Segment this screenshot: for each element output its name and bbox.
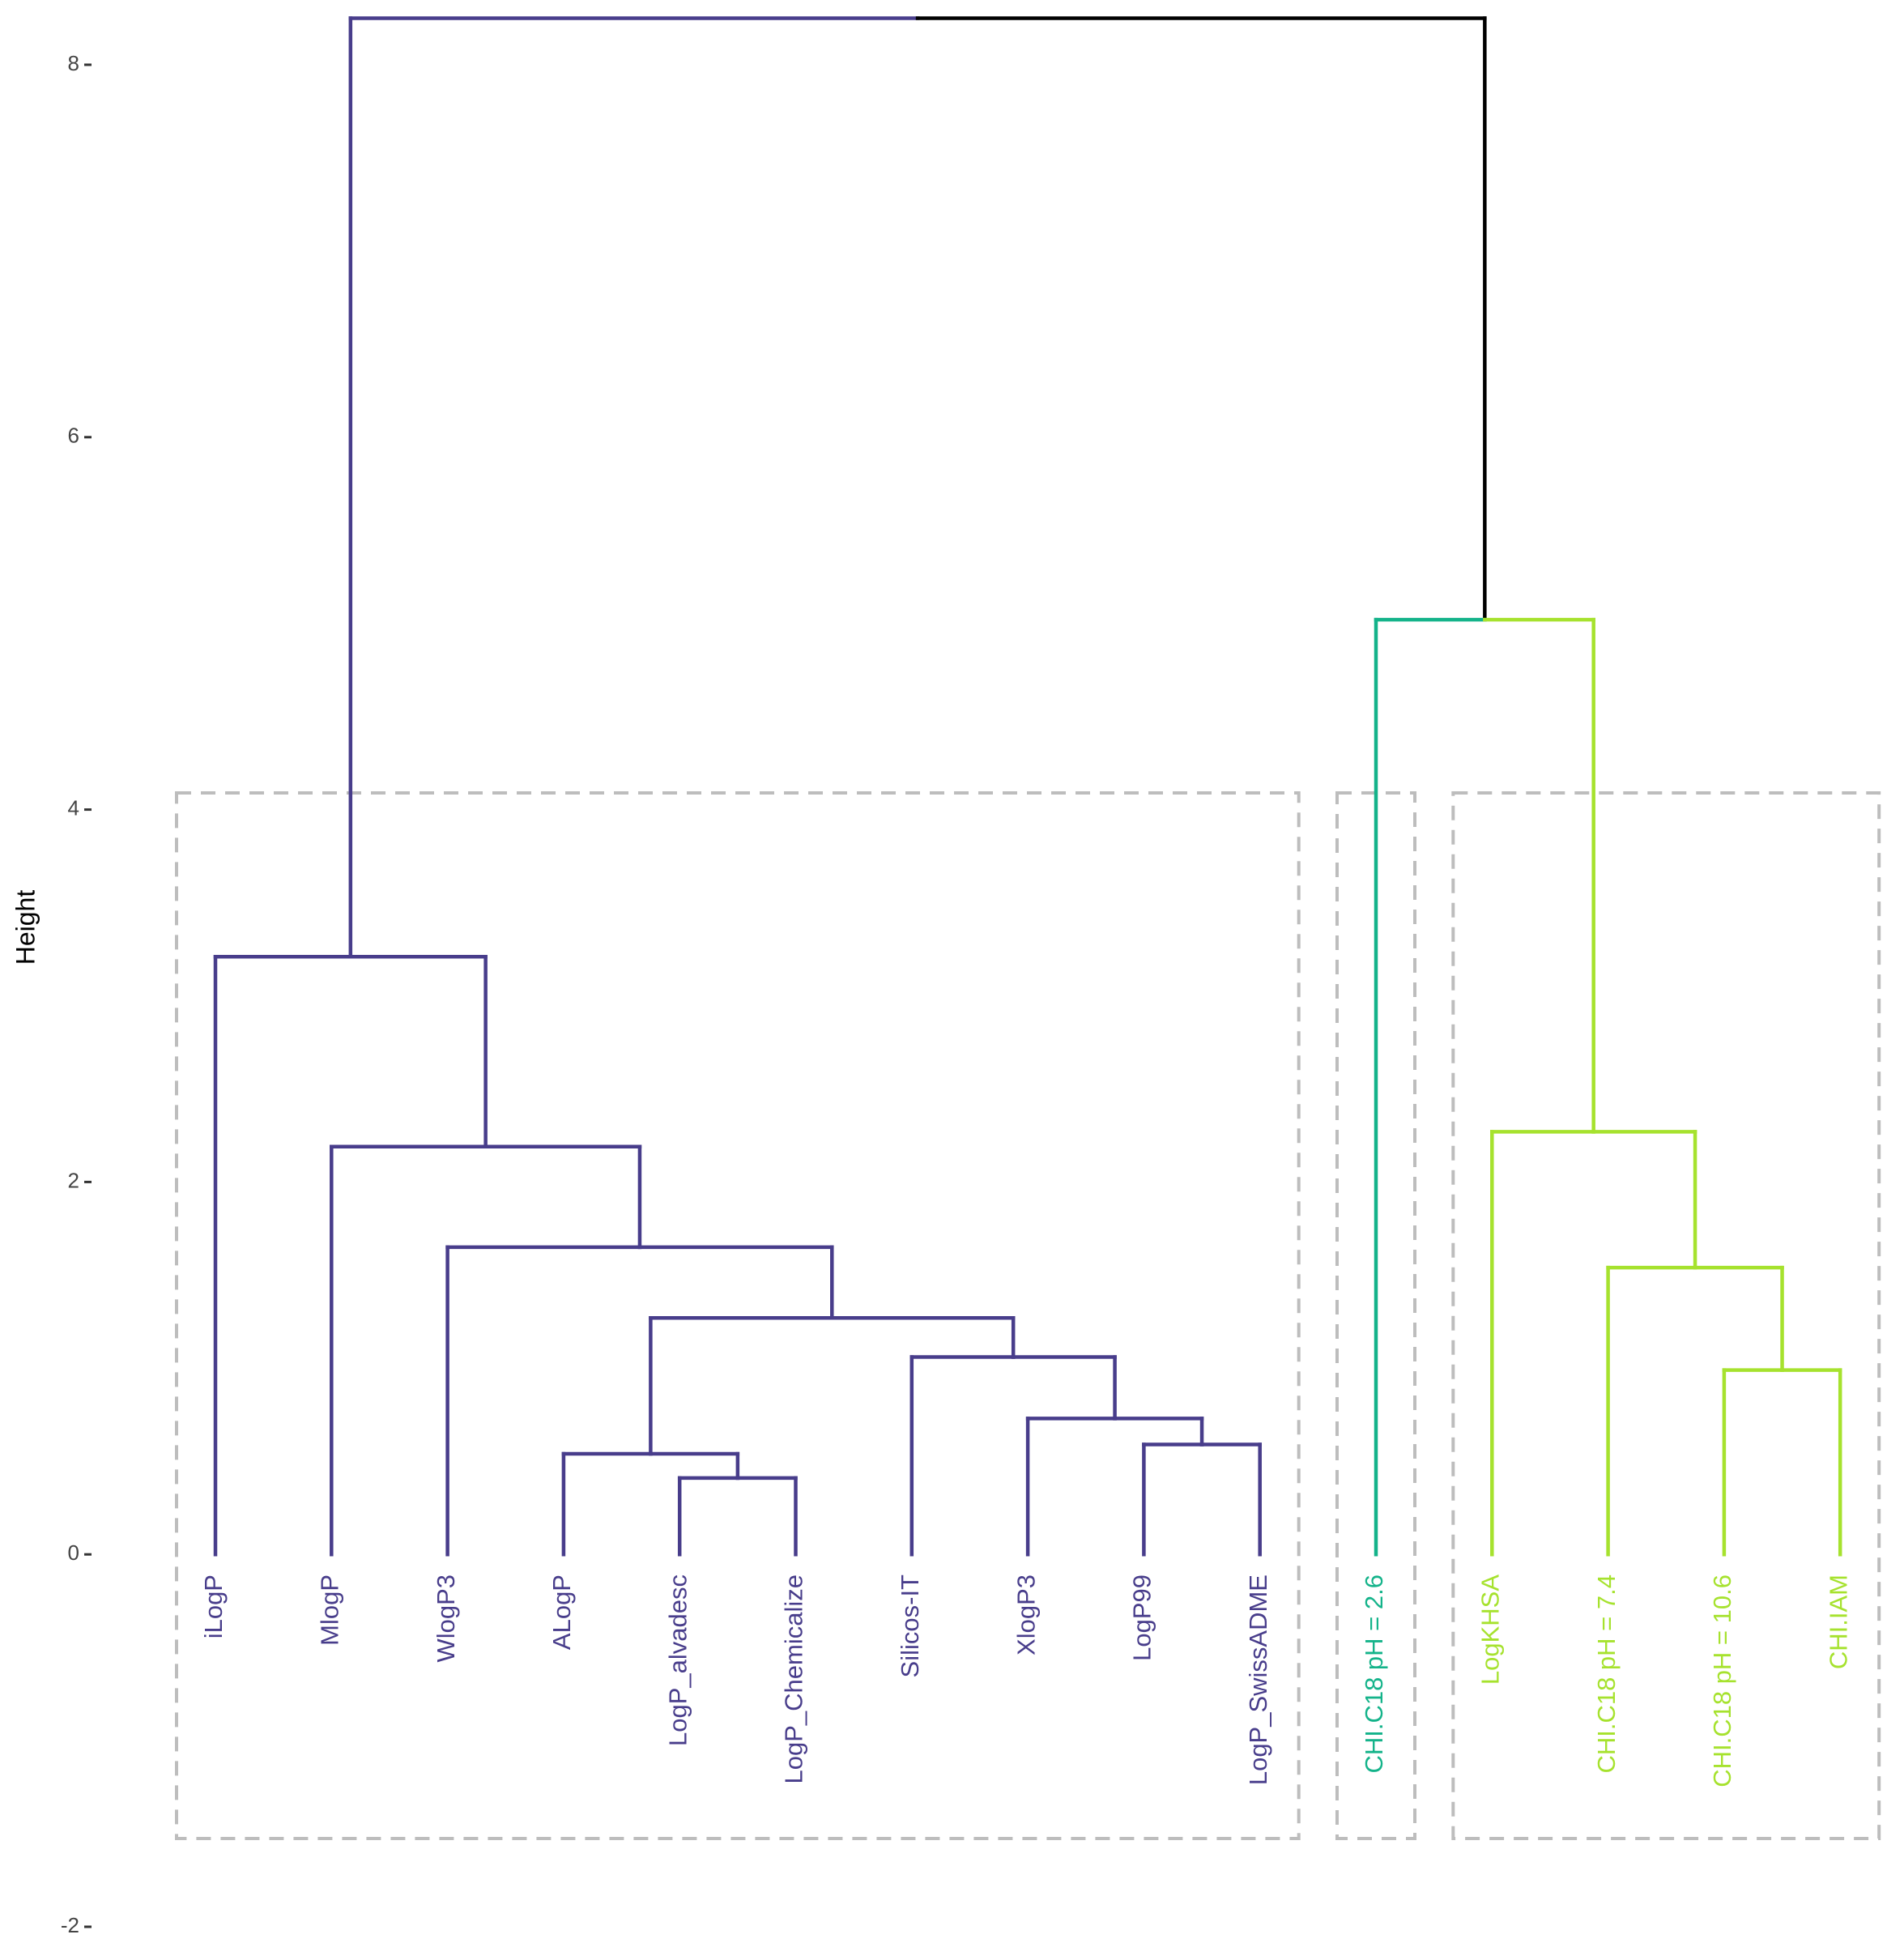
leaf-label: iLogP xyxy=(199,1574,228,1638)
leaf-label: CHI.C18 pH = 2.6 xyxy=(1360,1574,1388,1774)
y-tick-label: 6 xyxy=(68,424,79,448)
leaf-label: CHI.IAM xyxy=(1824,1574,1852,1669)
leaf-label: LogP99 xyxy=(1128,1574,1156,1661)
leaf-label: LogKHSA xyxy=(1476,1574,1504,1685)
cluster-box xyxy=(175,791,1301,1840)
y-tick-label: 2 xyxy=(68,1168,79,1192)
cluster-box xyxy=(1451,791,1881,1840)
y-tick-label: 4 xyxy=(68,795,79,820)
leaf-label: MlogP xyxy=(315,1574,343,1646)
leaf-label: LogP_SwissADME xyxy=(1244,1574,1272,1785)
leaf-label: CHI.C18 pH = 7.4 xyxy=(1592,1574,1621,1774)
leaf-label: LogP_alvadesc xyxy=(663,1574,692,1746)
y-tick-label: 0 xyxy=(68,1540,79,1565)
leaf-label: LogP_Chemicalize xyxy=(780,1574,808,1783)
y-axis-label: Height xyxy=(11,890,40,965)
y-tick-label: 8 xyxy=(68,51,79,75)
y-tick-label: -2 xyxy=(61,1913,79,1937)
leaf-label: WlogP3 xyxy=(432,1574,460,1663)
leaf-label: CHI.C18 pH = 10.6 xyxy=(1708,1574,1736,1787)
leaf-label: XlogP3 xyxy=(1012,1574,1040,1655)
leaf-label: ALogP xyxy=(547,1574,576,1650)
leaf-label: Silicos-IT xyxy=(896,1574,924,1678)
